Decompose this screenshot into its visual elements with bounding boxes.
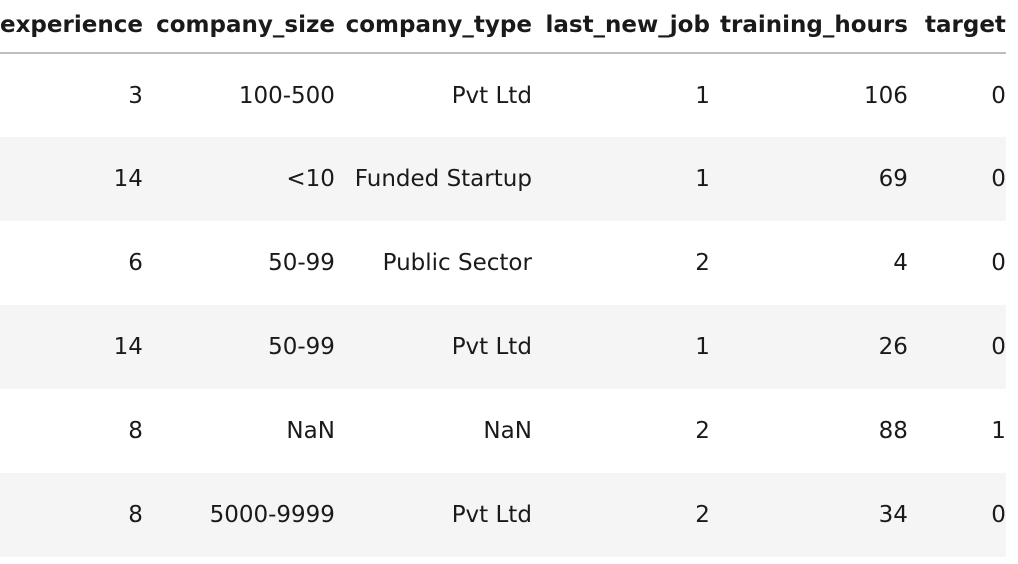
table-row: 8 NaN NaN 2 88 1 bbox=[0, 389, 1006, 473]
cell-company-size: 50-99 bbox=[268, 334, 335, 360]
column-header-company-type: company_type bbox=[334, 0, 532, 54]
cell-training-hours: 69 bbox=[878, 166, 908, 192]
cell-company-type: Public Sector bbox=[382, 250, 532, 276]
cell-company-size: <10 bbox=[286, 166, 335, 192]
table-row: 14 50-99 Pvt Ltd 1 26 0 bbox=[0, 305, 1006, 389]
cell-company-size: 5000-9999 bbox=[209, 502, 335, 528]
cell-last-new-job: 2 bbox=[695, 502, 710, 528]
cell-experience: 6 bbox=[128, 250, 143, 276]
cell-company-size: NaN bbox=[286, 418, 335, 444]
cell-company-type: Pvt Ltd bbox=[451, 502, 532, 528]
cell-experience: 3 bbox=[128, 82, 143, 109]
cell-company-type: NaN bbox=[483, 418, 532, 444]
cell-last-new-job: 1 bbox=[695, 334, 710, 360]
column-header-company-size: company_size bbox=[142, 0, 335, 54]
table-header: experience company_size company_type las… bbox=[0, 0, 1006, 54]
cell-company-type: Pvt Ltd bbox=[451, 334, 532, 360]
column-header-experience: experience bbox=[0, 0, 143, 54]
cell-last-new-job: 1 bbox=[695, 166, 710, 192]
cell-company-size: 50-99 bbox=[268, 250, 335, 276]
cell-target: 0 bbox=[991, 502, 1006, 528]
header-row: experience company_size company_type las… bbox=[0, 0, 1006, 54]
cell-experience: 8 bbox=[128, 418, 143, 444]
column-header-training-hours: training_hours bbox=[709, 0, 908, 54]
column-header-target: target bbox=[907, 0, 1006, 54]
cell-experience: 8 bbox=[128, 502, 143, 528]
cell-target: 1 bbox=[991, 418, 1006, 444]
table-row: 6 50-99 Public Sector 2 4 0 bbox=[0, 221, 1006, 305]
cell-training-hours: 4 bbox=[893, 250, 908, 276]
cell-training-hours: 26 bbox=[878, 334, 908, 360]
cell-company-type: Funded Startup bbox=[354, 166, 532, 192]
cell-target: 0 bbox=[991, 334, 1006, 360]
cell-last-new-job: 2 bbox=[695, 418, 710, 444]
cell-training-hours: 88 bbox=[878, 418, 908, 444]
cell-company-type: Pvt Ltd bbox=[451, 82, 532, 109]
cell-experience: 14 bbox=[113, 334, 143, 360]
cell-experience: 14 bbox=[113, 166, 143, 192]
cell-last-new-job: 2 bbox=[695, 250, 710, 276]
cell-target: 0 bbox=[991, 166, 1006, 192]
table-row: 14 <10 Funded Startup 1 69 0 bbox=[0, 137, 1006, 221]
cell-target: 0 bbox=[991, 82, 1006, 109]
table-row: 3 100-500 Pvt Ltd 1 106 0 bbox=[0, 53, 1006, 137]
table-row: 8 5000-9999 Pvt Ltd 2 34 0 bbox=[0, 473, 1006, 557]
dataframe-table: experience company_size company_type las… bbox=[0, 0, 1006, 557]
cell-company-size: 100-500 bbox=[238, 82, 335, 109]
cell-last-new-job: 1 bbox=[695, 82, 710, 109]
cell-target: 0 bbox=[991, 250, 1006, 276]
cell-training-hours: 34 bbox=[878, 502, 908, 528]
cell-training-hours: 106 bbox=[864, 82, 908, 109]
column-header-last-new-job: last_new_job bbox=[531, 0, 710, 54]
table-body: 3 100-500 Pvt Ltd 1 106 0 14 <10 Funded … bbox=[0, 53, 1006, 557]
